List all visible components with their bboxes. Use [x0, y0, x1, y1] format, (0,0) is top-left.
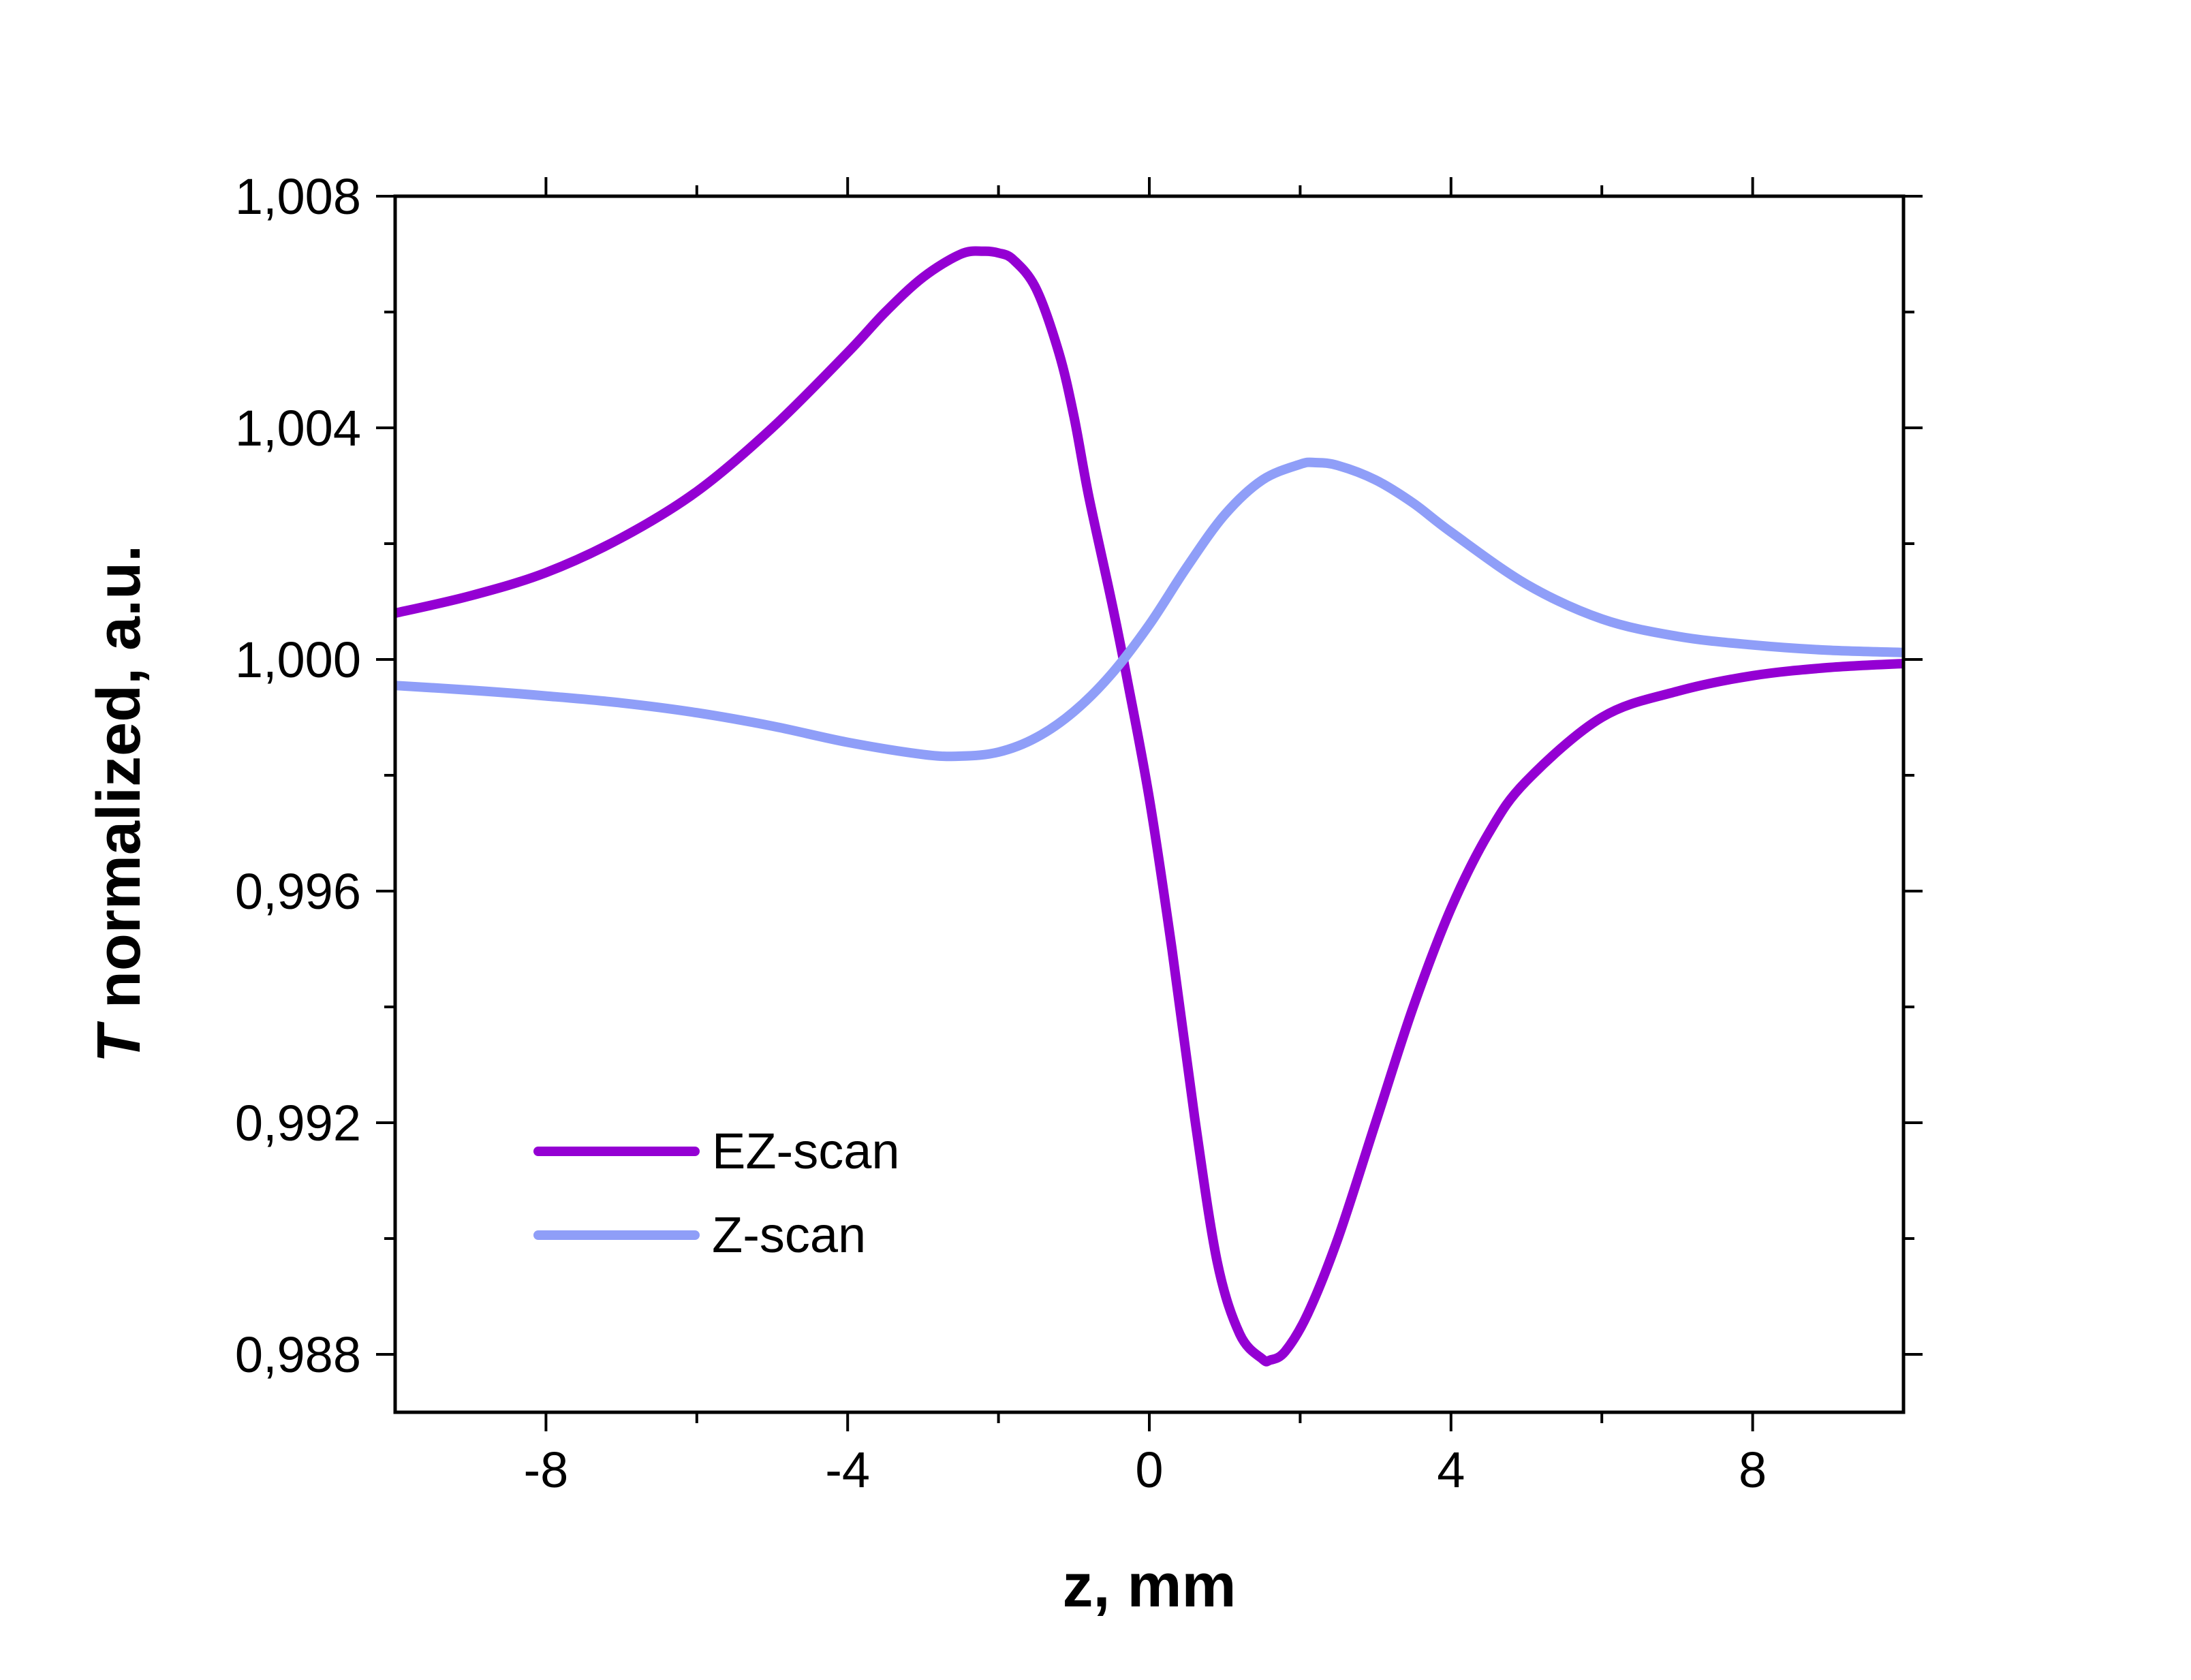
x-tick-label: 4: [1437, 1442, 1465, 1498]
y-tick-label: 0,988: [235, 1326, 361, 1383]
x-tick-label: -4: [825, 1442, 870, 1498]
y-axis-title: T normalized, a.u.: [85, 545, 153, 1063]
series-line-ez-scan: [394, 246, 1904, 1367]
y-tick-label: 0,992: [235, 1095, 361, 1151]
plot-frame: [393, 194, 1906, 1414]
y-tick-label: 1,004: [235, 400, 361, 456]
x-tick-label: 8: [1739, 1442, 1767, 1498]
x-tick-label: -8: [523, 1442, 568, 1498]
legend: EZ-scan Z-scan: [533, 1123, 900, 1263]
y-axis-title-rest: normalized, a.u.: [85, 545, 153, 1025]
y-tick-label: 1,008: [235, 168, 361, 225]
labels-layer: -8 -4 0 4 8 0,988 0,992 0,996 1,000 1,004 1,008: [235, 168, 1767, 1498]
legend-label-ez-scan: EZ-scan: [712, 1123, 900, 1179]
series-layer: [394, 246, 1904, 1367]
x-axis-title: z, mm: [1062, 1552, 1236, 1620]
y-axis-title-italic: T: [85, 1021, 153, 1063]
y-tick-label: 0,996: [235, 863, 361, 920]
y-tick-label: 1,000: [235, 632, 361, 688]
legend-label-z-scan: Z-scan: [712, 1207, 866, 1263]
x-tick-label: 0: [1135, 1442, 1163, 1498]
series-line-z-scan: [394, 457, 1904, 762]
ticks-layer: [376, 177, 1923, 1431]
